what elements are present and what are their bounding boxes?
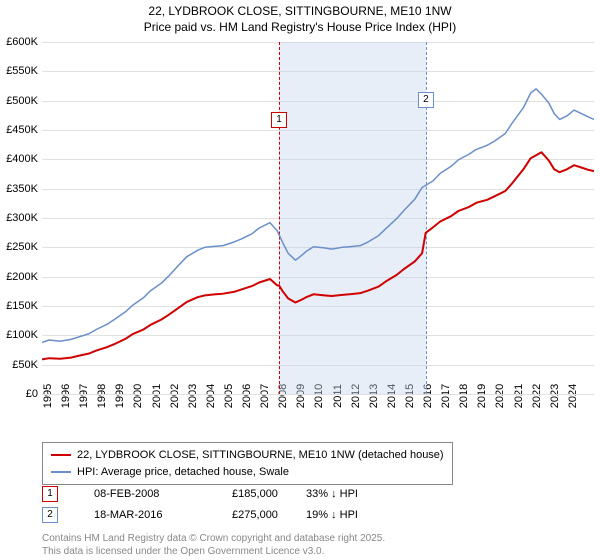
legend-swatch xyxy=(51,454,71,456)
footer-line-2: This data is licensed under the Open Gov… xyxy=(42,545,385,558)
sale-price: £185,000 xyxy=(210,484,300,505)
y-axis-label: £250K xyxy=(6,241,38,253)
legend-swatch xyxy=(51,471,71,473)
chart-area: £0£50K£100K£150K£200K£250K£300K£350K£400… xyxy=(42,42,594,422)
sale-date: 18-MAR-2016 xyxy=(94,505,204,526)
y-axis-label: £0 xyxy=(26,388,38,400)
sale-marker: 1 xyxy=(42,486,58,502)
y-axis-label: £400K xyxy=(6,153,38,165)
y-axis-label: £200K xyxy=(6,271,38,283)
y-axis-label: £600K xyxy=(6,36,38,48)
sale-row: 2 18-MAR-2016 £275,000 19% ↓ HPI xyxy=(42,505,396,526)
line-plot xyxy=(42,42,594,394)
title-line-2: Price paid vs. HM Land Registry's House … xyxy=(0,20,600,36)
y-axis-label: £150K xyxy=(6,300,38,312)
sales-table: 1 08-FEB-2008 £185,000 33% ↓ HPI 2 18-MAR-201… xyxy=(42,484,396,526)
y-axis-label: £500K xyxy=(6,95,38,107)
series-property xyxy=(42,152,594,359)
legend-row: 22, LYDBROOK CLOSE, SITTINGBOURNE, ME10 … xyxy=(51,447,444,464)
sale-diff: 33% ↓ HPI xyxy=(306,484,396,505)
chart-title-block: 22, LYDBROOK CLOSE, SITTINGBOURNE, ME10 … xyxy=(0,0,600,35)
legend: 22, LYDBROOK CLOSE, SITTINGBOURNE, ME10 … xyxy=(42,442,594,485)
legend-label: 22, LYDBROOK CLOSE, SITTINGBOURNE, ME10 … xyxy=(77,447,444,464)
y-axis-label: £50K xyxy=(12,359,38,371)
legend-label: HPI: Average price, detached house, Swal… xyxy=(77,464,289,481)
y-axis-label: £300K xyxy=(6,212,38,224)
chart-container: 22, LYDBROOK CLOSE, SITTINGBOURNE, ME10 … xyxy=(0,0,600,560)
sale-date: 08-FEB-2008 xyxy=(94,484,204,505)
sale-row: 1 08-FEB-2008 £185,000 33% ↓ HPI xyxy=(42,484,396,505)
title-line-1: 22, LYDBROOK CLOSE, SITTINGBOURNE, ME10 … xyxy=(0,4,600,20)
series-hpi xyxy=(42,89,594,343)
sale-marker: 2 xyxy=(42,507,58,523)
sale-price: £275,000 xyxy=(210,505,300,526)
y-axis-label: £350K xyxy=(6,183,38,195)
footer-line-1: Contains HM Land Registry data © Crown c… xyxy=(42,532,385,545)
footer-credit: Contains HM Land Registry data © Crown c… xyxy=(42,532,385,558)
y-axis-label: £550K xyxy=(6,65,38,77)
grid-line xyxy=(42,394,594,395)
y-axis-label: £450K xyxy=(6,124,38,136)
y-axis-label: £100K xyxy=(6,329,38,341)
sale-diff: 19% ↓ HPI xyxy=(306,505,396,526)
legend-row: HPI: Average price, detached house, Swal… xyxy=(51,464,444,481)
